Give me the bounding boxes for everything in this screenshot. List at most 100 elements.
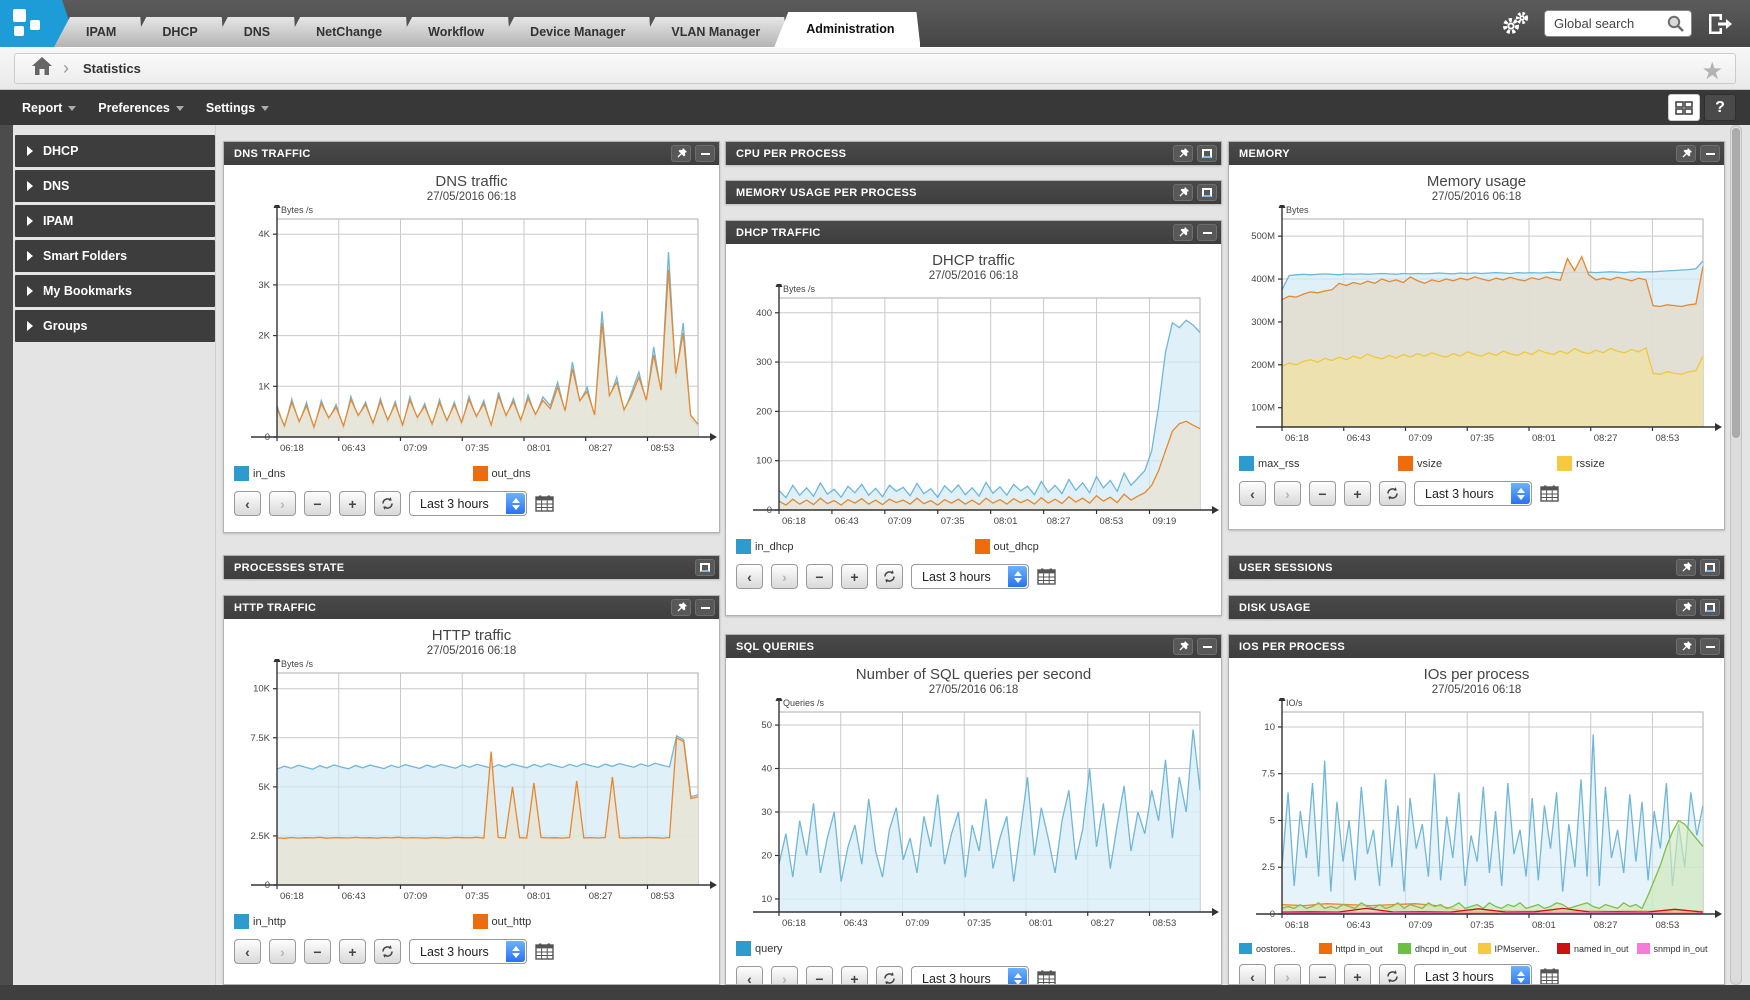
refresh-button[interactable] [876, 966, 903, 984]
panel-header-sql[interactable]: SQL QUERIES [726, 635, 1221, 658]
panel-header-disk[interactable]: DISK USAGE [1229, 596, 1724, 619]
vertical-scrollbar[interactable] [1730, 125, 1742, 985]
tab-device-manager[interactable]: Device Manager [498, 17, 651, 47]
admin-gears-icon[interactable] [1500, 11, 1530, 37]
restore-icon[interactable] [1197, 184, 1217, 201]
refresh-button[interactable] [876, 564, 903, 589]
range-select[interactable]: Last 3 hours [409, 939, 527, 964]
sidebar-item-ipam[interactable]: IPAM [15, 205, 215, 237]
zoom-out-button[interactable]: − [806, 966, 833, 984]
prev-button[interactable]: ‹ [736, 564, 763, 589]
panel-header-dhcp[interactable]: DHCP TRAFFIC [726, 221, 1221, 244]
menu-report[interactable]: Report [22, 101, 77, 115]
tab-dhcp[interactable]: DHCP [130, 17, 223, 47]
range-select[interactable]: Last 3 hours [1414, 964, 1532, 984]
prev-button[interactable]: ‹ [736, 966, 763, 984]
tab-workflow[interactable]: Workflow [396, 17, 510, 47]
calendar-button[interactable] [1037, 970, 1056, 984]
panel-header-memproc[interactable]: MEMORY USAGE PER PROCESS [726, 181, 1221, 204]
zoom-in-button[interactable]: + [841, 966, 868, 984]
next-button[interactable]: › [1274, 964, 1301, 984]
panel-header-sessions[interactable]: USER SESSIONS [1229, 556, 1724, 579]
panel-header-ios[interactable]: IOS PER PROCESS [1229, 635, 1724, 658]
calendar-button[interactable] [1037, 568, 1056, 585]
menu-settings[interactable]: Settings [206, 101, 270, 115]
collapse-icon[interactable] [695, 145, 715, 162]
next-button[interactable]: › [269, 491, 296, 516]
refresh-button[interactable] [374, 491, 401, 516]
menu-preferences[interactable]: Preferences [98, 101, 184, 115]
pin-icon[interactable] [1676, 638, 1696, 655]
panel-header-processes[interactable]: PROCESSES STATE [224, 556, 719, 579]
zoom-in-button[interactable]: + [1344, 481, 1371, 506]
home-icon[interactable] [31, 56, 53, 81]
pin-icon[interactable] [1173, 184, 1193, 201]
range-select[interactable]: Last 3 hours [911, 564, 1029, 589]
pin-icon[interactable] [1676, 559, 1696, 576]
next-button[interactable]: › [771, 966, 798, 984]
panel-header-cpu[interactable]: CPU PER PROCESS [726, 142, 1221, 165]
collapse-icon[interactable] [695, 599, 715, 616]
calendar-button[interactable] [535, 495, 554, 512]
range-select[interactable]: Last 3 hours [911, 966, 1029, 984]
range-select[interactable]: Last 3 hours [409, 491, 527, 516]
sidebar-item-groups[interactable]: Groups [15, 310, 215, 342]
restore-icon[interactable] [1197, 145, 1217, 162]
tab-dns[interactable]: DNS [212, 17, 296, 47]
logout-icon[interactable] [1706, 12, 1732, 36]
range-select[interactable]: Last 3 hours [1414, 481, 1532, 506]
calendar-button[interactable] [1540, 485, 1559, 502]
zoom-in-button[interactable]: + [1344, 964, 1371, 984]
panel-header-memory[interactable]: MEMORY [1229, 142, 1724, 165]
refresh-button[interactable] [374, 939, 401, 964]
pin-icon[interactable] [671, 145, 691, 162]
favorite-star-icon[interactable]: ★ [1701, 58, 1723, 85]
tab-administration[interactable]: Administration [774, 12, 920, 47]
sidebar-item-smart-folders[interactable]: Smart Folders [15, 240, 215, 272]
pin-icon[interactable] [671, 599, 691, 616]
sidebar-item-dns[interactable]: DNS [15, 170, 215, 202]
prev-button[interactable]: ‹ [234, 939, 261, 964]
layout-grid-button[interactable] [1668, 94, 1700, 121]
scrollbar-thumb[interactable] [1732, 128, 1740, 438]
restore-icon[interactable] [1700, 559, 1720, 576]
zoom-in-button[interactable]: + [339, 491, 366, 516]
panel-header-dns[interactable]: DNS TRAFFIC [224, 142, 719, 165]
pin-icon[interactable] [1173, 145, 1193, 162]
pin-icon[interactable] [1676, 599, 1696, 616]
pin-icon[interactable] [1173, 224, 1193, 241]
zoom-out-button[interactable]: − [1309, 481, 1336, 506]
zoom-out-button[interactable]: − [304, 491, 331, 516]
prev-button[interactable]: ‹ [1239, 964, 1266, 984]
prev-button[interactable]: ‹ [1239, 481, 1266, 506]
collapse-icon[interactable] [1197, 224, 1217, 241]
collapse-icon[interactable] [1700, 145, 1720, 162]
pin-icon[interactable] [1173, 638, 1193, 655]
search-icon[interactable] [1666, 14, 1685, 33]
pin-icon[interactable] [1676, 145, 1696, 162]
next-button[interactable]: › [771, 564, 798, 589]
tab-netchange[interactable]: NetChange [284, 17, 408, 47]
refresh-button[interactable] [1379, 964, 1406, 984]
calendar-button[interactable] [1540, 968, 1559, 984]
zoom-out-button[interactable]: − [1309, 964, 1336, 984]
zoom-in-button[interactable]: + [339, 939, 366, 964]
refresh-button[interactable] [1379, 481, 1406, 506]
tab-ipam[interactable]: IPAM [54, 17, 142, 47]
collapse-icon[interactable] [1700, 638, 1720, 655]
help-button[interactable]: ? [1704, 94, 1736, 121]
zoom-out-button[interactable]: − [806, 564, 833, 589]
next-button[interactable]: › [1274, 481, 1301, 506]
next-button[interactable]: › [269, 939, 296, 964]
prev-button[interactable]: ‹ [234, 491, 261, 516]
collapse-icon[interactable] [1197, 638, 1217, 655]
zoom-out-button[interactable]: − [304, 939, 331, 964]
panel-header-http[interactable]: HTTP TRAFFIC [224, 596, 719, 619]
sidebar-item-my-bookmarks[interactable]: My Bookmarks [15, 275, 215, 307]
restore-icon[interactable] [1700, 599, 1720, 616]
zoom-in-button[interactable]: + [841, 564, 868, 589]
tab-vlan-manager[interactable]: VLAN Manager [639, 17, 786, 47]
calendar-button[interactable] [535, 943, 554, 960]
global-search-input[interactable]: Global search [1544, 10, 1692, 37]
restore-icon[interactable] [695, 559, 715, 576]
